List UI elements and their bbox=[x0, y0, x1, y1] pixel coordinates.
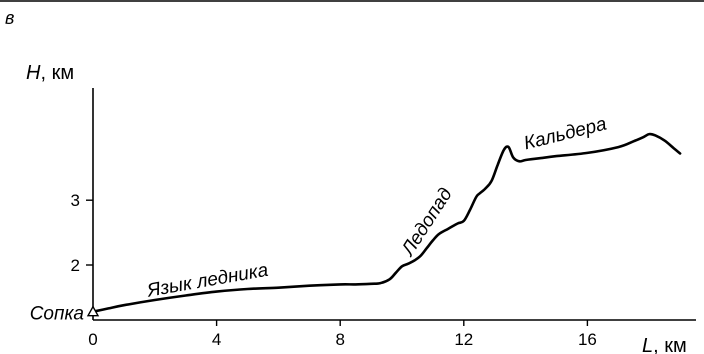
y-axis-unit: , км bbox=[40, 62, 74, 84]
x-axis-var: L bbox=[642, 335, 653, 354]
panel-label: в bbox=[5, 8, 14, 28]
axes bbox=[92, 88, 696, 321]
y-axis-title: H, км bbox=[26, 62, 74, 84]
x-tick-label: 12 bbox=[454, 330, 473, 349]
x-axis-title: L, км bbox=[642, 335, 687, 354]
x-tick-label: 8 bbox=[335, 330, 344, 349]
y-tick-label: 2 bbox=[71, 256, 80, 275]
annotation-label: Язык ледника bbox=[145, 260, 270, 302]
x-axis-unit: , км bbox=[653, 335, 687, 354]
profile-line bbox=[91, 132, 682, 313]
x-ticks: 0 4 8 12 16 bbox=[88, 320, 597, 349]
annotation-label: Кальдера bbox=[522, 114, 609, 155]
x-tick-label: 0 bbox=[88, 330, 97, 349]
y-axis-var: H bbox=[26, 62, 41, 84]
sopka-marker-icon bbox=[86, 305, 100, 317]
sopka-marker-label: Сопка bbox=[30, 304, 84, 325]
y-ticks: 23 bbox=[71, 191, 93, 275]
x-tick-label: 4 bbox=[212, 330, 221, 349]
x-tick-label: 16 bbox=[578, 330, 597, 349]
y-tick-label: 3 bbox=[71, 191, 80, 210]
markers: Сопка bbox=[30, 304, 100, 325]
